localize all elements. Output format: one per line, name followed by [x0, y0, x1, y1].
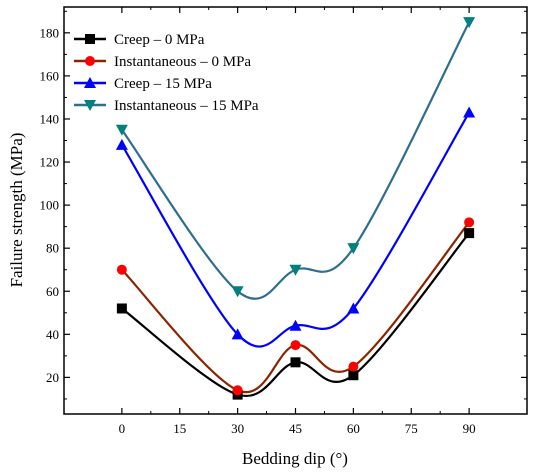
data-point-series-4 — [347, 243, 360, 255]
x-tick-label: 60 — [347, 421, 360, 436]
data-point-series-2 — [116, 264, 127, 275]
data-point-series-2 — [464, 217, 475, 228]
x-tick-label: 90 — [463, 421, 476, 436]
y-tick-label: 180 — [40, 25, 60, 40]
data-point-series-4 — [231, 286, 244, 298]
data-point-series-2 — [348, 361, 359, 372]
legend-swatch-marker — [84, 100, 96, 111]
data-point-series-1 — [116, 303, 127, 314]
y-tick-label: 20 — [46, 370, 59, 385]
data-point-series-1 — [290, 357, 301, 368]
legend: Creep – 0 MPa Instantaneous – 0 MPa Creep … — [74, 32, 259, 114]
data-point-series-2 — [232, 385, 243, 396]
y-tick-label: 80 — [46, 241, 59, 256]
y-tick-label: 160 — [40, 68, 60, 83]
series-line-1 — [121, 232, 470, 398]
data-point-series-3 — [463, 106, 476, 118]
legend-label: Instantaneous – 15 MPa — [114, 98, 259, 114]
x-tick-label: 0 — [119, 421, 126, 436]
data-point-series-3 — [347, 302, 360, 314]
x-tick-label: 30 — [231, 421, 244, 436]
x-tick-label: 15 — [173, 421, 186, 436]
legend-label: Instantaneous – 0 MPa — [114, 54, 251, 70]
data-point-series-3 — [289, 319, 302, 331]
series-line-3 — [120, 111, 471, 348]
y-tick-label: 60 — [46, 284, 59, 299]
data-point-series-1 — [464, 228, 475, 239]
data-point-series-1 — [348, 370, 359, 381]
legend-swatch-marker — [84, 77, 96, 88]
data-point-series-4 — [463, 17, 476, 29]
y-tick-label: 140 — [40, 111, 60, 126]
data-point-series-4 — [289, 264, 302, 276]
y-tick-label: 100 — [40, 198, 60, 213]
y-tick-label: 120 — [40, 155, 60, 170]
y-tick-label: 40 — [46, 327, 59, 342]
y-axis-title: Failure strength (MPa) — [7, 133, 26, 288]
data-point-series-3 — [231, 328, 244, 340]
data-point-series-2 — [290, 340, 301, 351]
legend-swatch-marker — [85, 56, 95, 66]
axis-ticks: 0 15 30 45 60 75 90 20 40 60 80 100 120 140 160 180 — [40, 7, 527, 436]
data-point-series-3 — [115, 138, 128, 150]
x-tick-label: 45 — [289, 421, 302, 436]
x-tick-label: 75 — [405, 421, 418, 436]
legend-swatch-marker — [85, 34, 95, 44]
legend-label: Creep – 15 MPa — [114, 76, 212, 92]
data-point-series-4 — [115, 124, 128, 136]
series-markers — [115, 17, 476, 400]
legend-label: Creep – 0 MPa — [114, 32, 205, 48]
x-axis-title: Bedding dip (°) — [242, 449, 348, 468]
